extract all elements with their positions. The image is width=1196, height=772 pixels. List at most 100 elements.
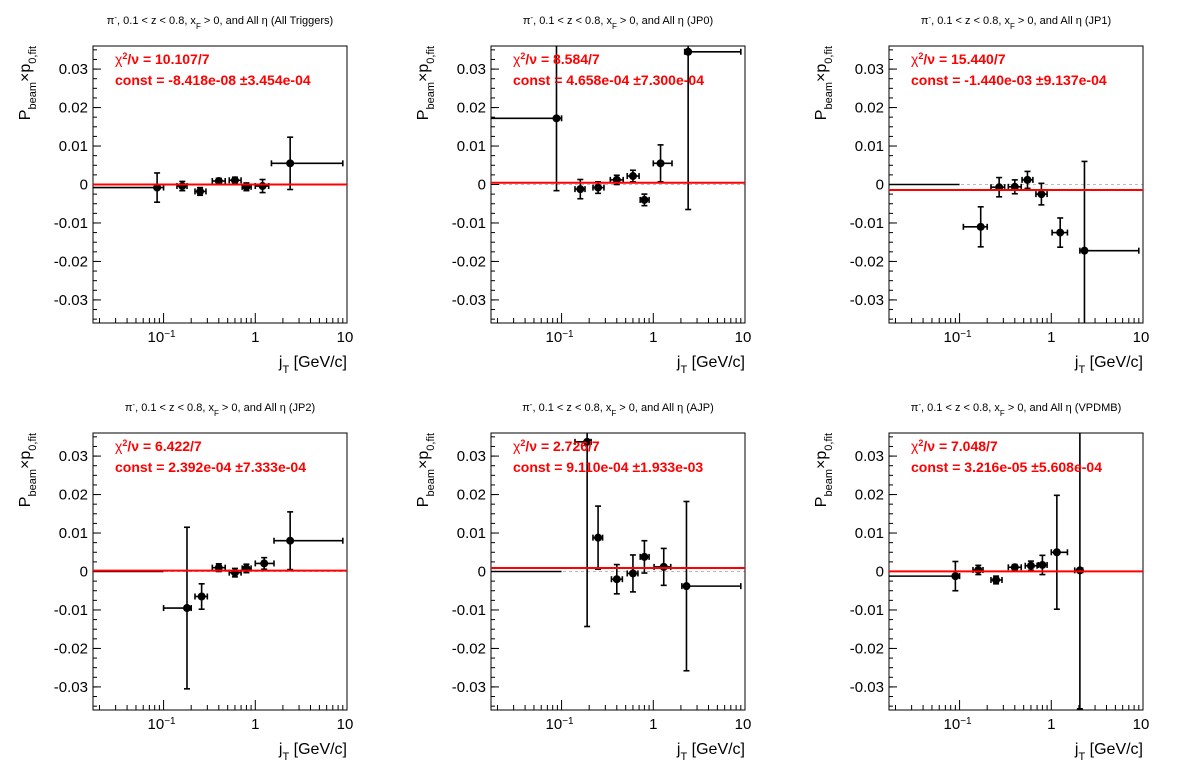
data-marker: [1038, 560, 1047, 569]
data-point: [1007, 179, 1023, 195]
data-marker: [628, 569, 637, 578]
y-tick-label: 0.03: [59, 61, 88, 78]
data-marker: [628, 172, 637, 181]
y-tick-label: 0.01: [855, 138, 884, 155]
fit-const-label: const = -8.418e-08 ±3.454e-04: [115, 72, 311, 88]
fit-chi2-label: χ2/ν = 6.422/7: [115, 438, 202, 454]
x-tick-label: 1: [1047, 329, 1055, 346]
data-marker: [1056, 228, 1065, 237]
y-axis-title: Pbeam×p0,fit: [415, 433, 437, 507]
data-marker: [258, 182, 267, 191]
x-tick-label: 1: [649, 329, 657, 346]
y-tick-label: 0.01: [59, 138, 88, 155]
y-tick-label: -0.03: [452, 679, 486, 696]
data-marker: [640, 552, 649, 561]
data-marker: [286, 159, 295, 168]
fit-const-label: const = 2.392e-04 ±7.333e-04: [115, 459, 306, 475]
data-marker: [1075, 566, 1084, 575]
y-tick-label: -0.01: [452, 602, 486, 619]
chart-title: π-, 0.1 < z < 0.8, xF > 0, and All η (JP…: [921, 13, 1111, 31]
data-marker: [656, 159, 665, 168]
data-point: [990, 176, 1006, 198]
data-point: [626, 554, 639, 593]
y-tick-label: 0.02: [855, 487, 884, 504]
fit-chi2-label: χ2/ν = 8.584/7: [513, 51, 600, 67]
y-tick-label: 0.02: [59, 100, 88, 117]
data-point: [610, 563, 624, 595]
y-tick-label: -0.02: [452, 253, 486, 270]
data-point: [972, 564, 984, 576]
y-tick-label: -0.02: [54, 640, 88, 657]
y-axis-title: Pbeam×p0,fit: [17, 433, 39, 507]
y-tick-label: -0.01: [452, 215, 486, 232]
data-point: [93, 172, 165, 203]
x-axis-title: jT [GeV/c]: [676, 354, 745, 376]
y-tick-label: -0.03: [54, 292, 88, 309]
data-point: [1051, 217, 1069, 249]
data-point: [962, 206, 988, 248]
fit-chi2-label: χ2/ν = 7.048/7: [911, 438, 998, 454]
fit-const-label: const = -1.440e-03 ±9.137e-04: [911, 72, 1107, 88]
chart-panel: π-, 0.1 < z < 0.8, xF > 0, and All η (AJ…: [415, 400, 751, 764]
data-marker: [612, 575, 621, 584]
data-point: [1050, 494, 1069, 611]
y-tick-label: 0.02: [855, 100, 884, 117]
data-point: [1021, 170, 1034, 190]
x-tick-label: 10: [735, 716, 752, 733]
y-tick-label: 0.03: [59, 448, 88, 465]
data-point: [639, 193, 650, 207]
data-marker: [182, 604, 191, 613]
data-point: [681, 500, 742, 672]
data-point: [626, 169, 640, 183]
data-point: [574, 433, 592, 628]
data-point: [1007, 563, 1023, 572]
x-tick-label: 10: [337, 716, 354, 733]
y-tick-label: 0.02: [457, 487, 486, 504]
chart-panel: π-, 0.1 < z < 0.8, xF > 0, and All η (Al…: [17, 13, 353, 377]
x-tick-label: 1: [1047, 716, 1055, 733]
fit-const-label: const = 3.216e-05 ±5.608e-04: [911, 459, 1102, 475]
data-marker: [1026, 561, 1035, 570]
x-tick-label: 1: [649, 716, 657, 733]
x-tick-label: 10: [1133, 329, 1150, 346]
data-point: [1079, 160, 1140, 323]
data-point: [889, 560, 961, 592]
data-marker: [682, 582, 691, 591]
x-axis-title: jT [GeV/c]: [1074, 741, 1143, 763]
data-marker: [1037, 190, 1046, 199]
y-tick-label: -0.02: [54, 253, 88, 270]
chart-title: π-, 0.1 < z < 0.8, xF > 0, and All η (AJ…: [522, 400, 714, 418]
fit-const-label: const = 9.110e-04 ±1.933e-03: [513, 459, 703, 475]
y-tick-label: 0: [478, 564, 486, 581]
y-tick-label: 0.01: [457, 138, 486, 155]
fit-chi2-label: χ2/ν = 2.726/7: [513, 438, 600, 454]
x-tick-label: 10: [337, 329, 354, 346]
x-axis-title: jT [GeV/c]: [1074, 354, 1143, 376]
chart-panel: π-, 0.1 < z < 0.8, xF > 0, and All η (JP…: [813, 13, 1149, 377]
data-point: [254, 556, 275, 570]
data-marker: [576, 185, 585, 194]
chart-panel: π-, 0.1 < z < 0.8, xF > 0, and All η (JP…: [17, 400, 353, 764]
y-tick-label: 0.01: [457, 525, 486, 542]
chart-title: π-, 0.1 < z < 0.8, xF > 0, and All η (VP…: [911, 400, 1122, 418]
data-point: [194, 583, 209, 611]
data-marker: [974, 565, 983, 574]
data-marker: [1052, 548, 1061, 557]
x-tick-label: 10: [1133, 716, 1150, 733]
x-tick-label: 10: [735, 329, 752, 346]
y-tick-label: -0.03: [54, 679, 88, 696]
data-point: [653, 547, 672, 587]
x-axis-title: jT [GeV/c]: [676, 741, 745, 763]
x-tick-label: 10−1: [944, 716, 973, 734]
fit-const-label: const = 4.658e-04 ±7.300e-04: [513, 72, 704, 88]
data-point: [1024, 560, 1038, 572]
y-tick-label: 0.03: [457, 448, 486, 465]
y-tick-label: 0.02: [457, 100, 486, 117]
chart-panel: π-, 0.1 < z < 0.8, xF > 0, and All η (JP…: [415, 13, 751, 377]
data-point: [491, 46, 563, 192]
data-marker: [178, 182, 187, 191]
y-tick-label: 0.02: [59, 487, 88, 504]
y-tick-label: 0.03: [855, 61, 884, 78]
x-tick-label: 1: [251, 716, 259, 733]
